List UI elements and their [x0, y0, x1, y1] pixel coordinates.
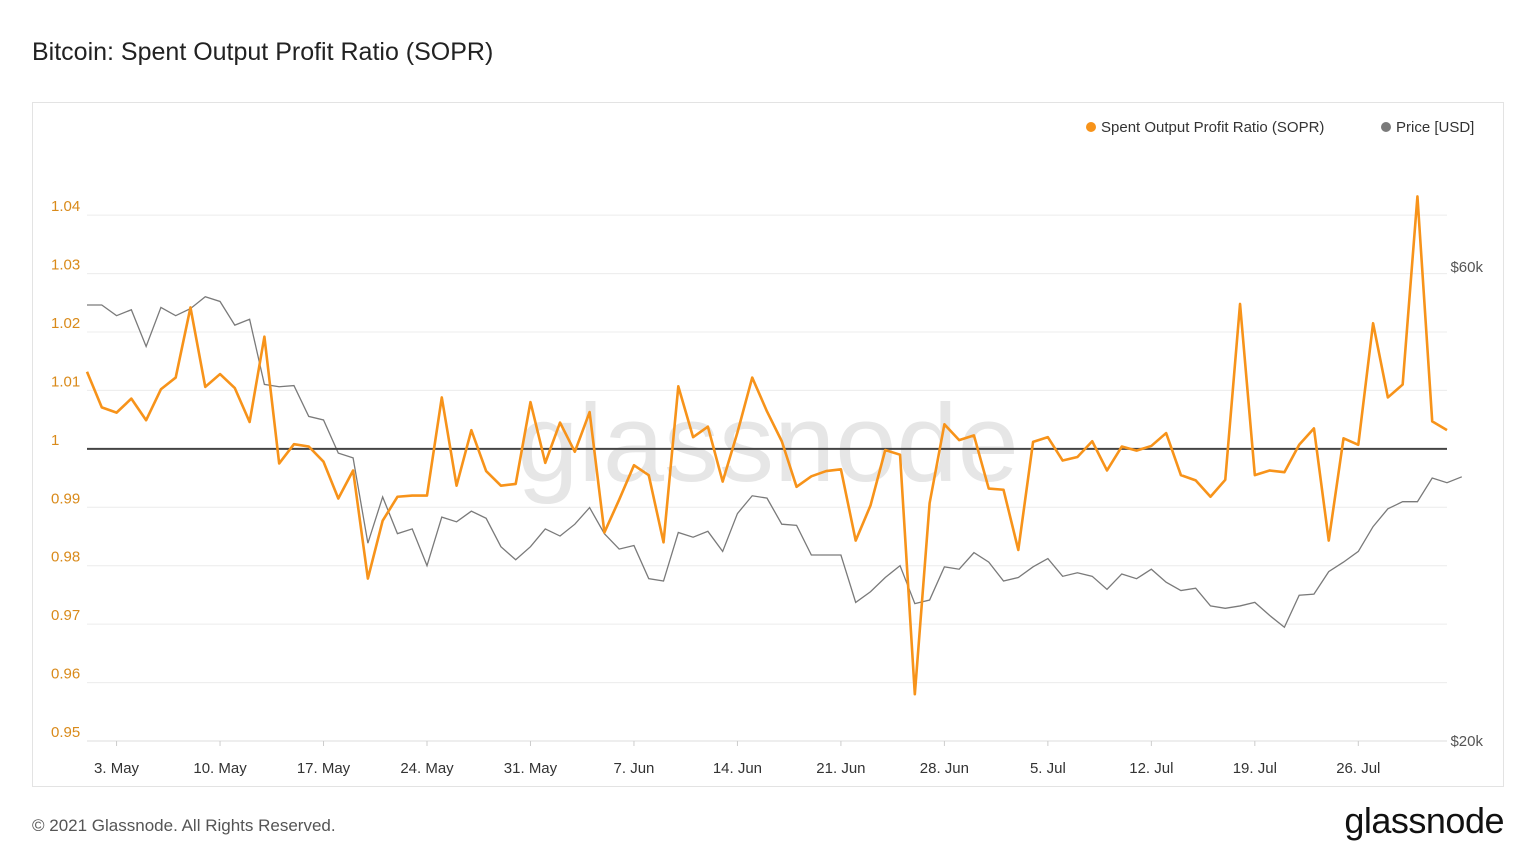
x-tick-label: 5. Jul — [1030, 760, 1066, 777]
page-title: Bitcoin: Spent Output Profit Ratio (SOPR… — [32, 38, 494, 66]
price-series — [87, 296, 1463, 629]
x-tick-label: 14. Jun — [713, 760, 762, 777]
x-tick-label: 12. Jul — [1129, 760, 1173, 777]
chart-frame: glassnode 0.95 0.96 0.97 0.98 0.99 1 1.01 1.02 1… — [32, 102, 1504, 787]
left-tick-label: 1.02 — [51, 315, 80, 332]
x-tick-label: 21. Jun — [816, 760, 865, 777]
left-tick-label: 1 — [51, 432, 59, 449]
copyright-footer: © 2021 Glassnode. All Rights Reserved. — [32, 816, 336, 835]
x-tick-label: 7. Jun — [614, 760, 655, 777]
x-tick-label: 10. May — [193, 760, 247, 777]
legend-price-label: Price [USD] — [1396, 119, 1474, 136]
x-tick-label: 17. May — [297, 760, 351, 777]
left-axis-ticks: 0.95 0.96 0.97 0.98 0.99 1 1.01 1.02 1.03 1.04 — [51, 198, 80, 741]
legend-sopr-label: Spent Output Profit Ratio (SOPR) — [1101, 119, 1324, 136]
left-tick-label: 0.99 — [51, 490, 80, 507]
left-tick-label: 0.95 — [51, 724, 80, 741]
legend-item-price[interactable]: Price [USD] — [1381, 119, 1474, 136]
watermark-text: glassnode — [517, 382, 1019, 505]
legend-sopr-dot — [1086, 122, 1096, 132]
legend-price-dot — [1381, 122, 1391, 132]
x-tick-label: 3. May — [94, 760, 140, 777]
x-tick-label: 28. Jun — [920, 760, 969, 777]
sopr-line — [85, 195, 1448, 696]
left-tick-label: 1.03 — [51, 257, 80, 274]
right-tick-label: $20k — [1450, 733, 1483, 750]
legend: Spent Output Profit Ratio (SOPR) Price [… — [1086, 119, 1474, 136]
x-tick-label: 24. May — [400, 760, 454, 777]
left-tick-label: 0.97 — [51, 607, 80, 624]
x-tick-label: 31. May — [504, 760, 558, 777]
left-tick-label: 1.04 — [51, 198, 80, 215]
right-tick-label: $60k — [1450, 259, 1483, 276]
left-tick-label: 0.98 — [51, 549, 80, 566]
sopr-series — [85, 195, 1448, 696]
sopr-chart: glassnode 0.95 0.96 0.97 0.98 0.99 1 1.01 1.02 1… — [51, 119, 1483, 777]
x-tick-label: 26. Jul — [1336, 760, 1380, 777]
x-tick-label: 19. Jul — [1233, 760, 1277, 777]
left-tick-label: 0.96 — [51, 666, 80, 683]
legend-item-sopr[interactable]: Spent Output Profit Ratio (SOPR) — [1086, 119, 1324, 136]
brand-logo-text: glassnode — [1344, 800, 1504, 841]
right-axis-ticks: $20k $60k — [1450, 259, 1483, 750]
x-axis-ticks: 3. May 10. May 17. May 24. May 31. May 7. Jun… — [87, 740, 1447, 777]
left-tick-label: 1.01 — [51, 373, 80, 390]
price-line — [87, 296, 1463, 629]
